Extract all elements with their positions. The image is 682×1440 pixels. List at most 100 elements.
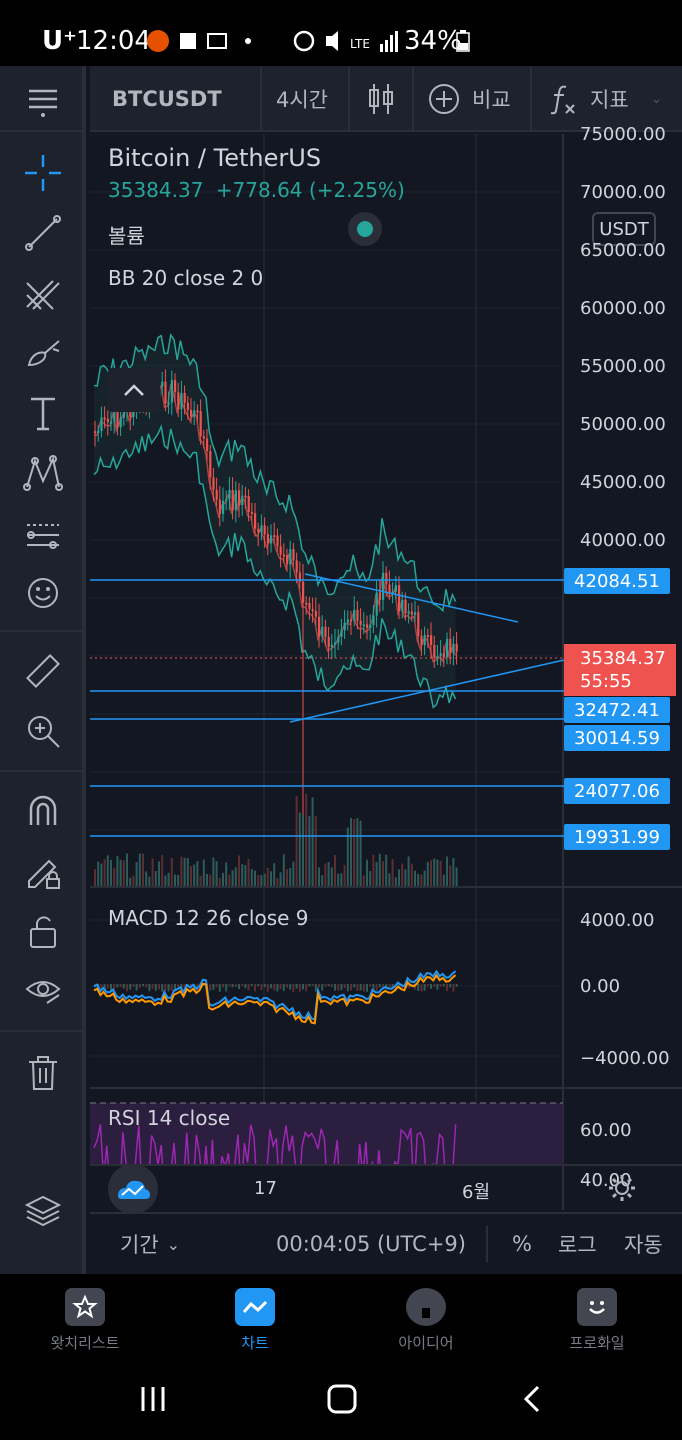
price-change: +778.64 (+2.25%) <box>215 178 405 202</box>
volume-bar <box>433 858 436 886</box>
prediction-tool-icon[interactable] <box>0 508 86 558</box>
macd-histogram <box>340 984 343 991</box>
volume-bar <box>174 874 176 886</box>
price-axis-label: 45000.00 <box>580 472 666 493</box>
rsi-label[interactable]: RSI 14 close <box>108 1106 231 1130</box>
macd-histogram <box>122 984 125 989</box>
unlock-icon[interactable] <box>0 906 86 956</box>
horizontal-line-tag[interactable]: 30014.59 <box>564 725 670 751</box>
nav-watchlist[interactable]: 왓치리스트 <box>0 1274 170 1370</box>
nav-chart[interactable]: 차트 <box>170 1274 340 1370</box>
macd-histogram <box>212 984 215 990</box>
volume-bar <box>420 874 423 886</box>
auto-scale-toggle[interactable]: 자동 <box>624 1233 663 1257</box>
volume-bar <box>193 864 196 886</box>
macd-histogram <box>449 984 452 988</box>
volume-label[interactable]: 볼륨 <box>108 224 145 248</box>
horizontal-line-tag[interactable]: 42084.51 <box>564 568 670 594</box>
volume-bar <box>350 817 352 886</box>
candle-body <box>372 615 375 625</box>
candle-body <box>426 635 429 638</box>
percent-scale-toggle[interactable]: % <box>512 1232 532 1256</box>
candle-body <box>410 611 413 615</box>
crosshair-icon[interactable] <box>0 148 86 198</box>
macd-histogram <box>318 984 320 988</box>
volume-bar <box>103 859 106 886</box>
macd-histogram <box>362 984 365 992</box>
fib-tool-icon[interactable] <box>0 268 86 318</box>
indicators-button[interactable]: 지표 ⌄ <box>550 66 662 132</box>
price-axis-label: 65000.00 <box>580 240 666 261</box>
lock-drawing-icon[interactable] <box>0 846 86 896</box>
log-scale-toggle[interactable]: 로그 <box>558 1233 597 1257</box>
macd-histogram <box>337 984 340 991</box>
time-axis[interactable]: 17 6월 <box>90 1164 682 1210</box>
candle-body <box>324 626 327 637</box>
volume-bar <box>138 853 141 886</box>
candle-body <box>119 417 122 428</box>
timezone-clock[interactable]: 00:04:05 (UTC+9) <box>276 1232 466 1256</box>
candle-body <box>106 418 109 423</box>
macd-label[interactable]: MACD 12 26 close 9 <box>108 906 309 930</box>
layers-icon[interactable] <box>0 1186 86 1236</box>
text-tool-icon[interactable] <box>0 388 86 438</box>
eye-icon[interactable] <box>0 966 86 1016</box>
candle-body <box>276 535 279 547</box>
volume-bar <box>302 814 304 886</box>
candle-body <box>170 380 173 403</box>
compare-button[interactable]: 비교 <box>428 66 511 132</box>
tradingview-logo-icon[interactable] <box>108 1164 158 1214</box>
macd-histogram <box>407 984 410 989</box>
chart-canvas[interactable] <box>90 134 682 1164</box>
horizontal-line-tag[interactable]: 32472.41 <box>564 697 670 723</box>
home-icon[interactable] <box>326 1383 358 1419</box>
volume-bar <box>407 856 410 886</box>
macd-histogram <box>151 984 154 989</box>
back-icon[interactable] <box>520 1384 544 1418</box>
volume-bar <box>106 855 109 886</box>
chart-area[interactable]: Bitcoin / TetherUS 35384.37 +778.64 (+2.… <box>90 124 682 1230</box>
trash-icon[interactable] <box>0 1048 86 1098</box>
volume-bar <box>215 861 218 886</box>
ruler-icon[interactable] <box>0 646 86 696</box>
compare-label: 비교 <box>472 88 511 112</box>
bollinger-fill <box>94 334 456 708</box>
macd-histogram <box>356 984 359 991</box>
chart-type-button[interactable] <box>368 66 394 132</box>
brush-icon[interactable] <box>0 328 86 378</box>
horizontal-line-tag[interactable]: 19931.99 <box>564 824 670 850</box>
candle-body <box>340 630 343 637</box>
volume-bar <box>132 875 135 886</box>
symbol-button[interactable]: BTCUSDT <box>112 87 222 111</box>
candle-countdown: 55:55 <box>580 671 632 692</box>
emoji-icon[interactable] <box>0 568 86 618</box>
volume-bar <box>455 867 458 886</box>
nav-profile[interactable]: 프로화일 <box>512 1274 682 1370</box>
candle-body <box>113 408 116 422</box>
nav-ideas[interactable]: 아이디어 <box>341 1274 511 1370</box>
date-range-button[interactable]: 기간 ⌄ <box>120 1214 180 1274</box>
macd-histogram <box>158 984 160 990</box>
candle-body <box>439 653 442 656</box>
candle-body <box>353 609 356 621</box>
candle-body <box>209 451 212 478</box>
settings-gear-icon[interactable] <box>608 1174 636 1206</box>
horizontal-line-tag[interactable]: 24077.06 <box>564 778 670 804</box>
collapse-legend-button[interactable] <box>108 368 160 412</box>
volume-bar <box>154 871 157 886</box>
volume-bar <box>295 796 298 886</box>
pattern-tool-icon[interactable] <box>0 448 86 498</box>
magnet-icon[interactable] <box>0 786 86 836</box>
volume-bar <box>122 860 125 886</box>
macd-histogram <box>228 984 231 987</box>
volume-bar <box>353 818 356 886</box>
interval-button[interactable]: 4시간 <box>276 88 329 112</box>
trend-line-icon[interactable] <box>0 208 86 258</box>
zoom-in-icon[interactable] <box>0 706 86 756</box>
macd-histogram <box>126 984 128 992</box>
candle-body <box>241 495 244 506</box>
macd-histogram <box>103 984 106 991</box>
menu-icon[interactable] <box>0 76 86 126</box>
recent-apps-icon[interactable] <box>138 1384 168 1418</box>
bb-indicator-label[interactable]: BB 20 close 2 0 <box>108 266 264 290</box>
